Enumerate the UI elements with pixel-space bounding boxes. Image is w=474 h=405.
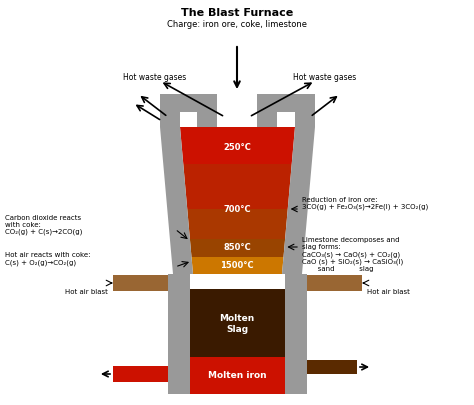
Polygon shape <box>282 128 315 274</box>
Polygon shape <box>187 209 288 239</box>
Polygon shape <box>183 164 292 209</box>
Bar <box>197 113 217 128</box>
Text: 1500°C: 1500°C <box>220 260 254 269</box>
Bar <box>307 360 357 374</box>
Bar <box>285 274 307 289</box>
Bar <box>257 113 277 128</box>
Bar <box>257 95 315 113</box>
Bar <box>113 366 168 382</box>
Polygon shape <box>191 257 283 274</box>
Polygon shape <box>160 128 193 274</box>
Text: 250°C: 250°C <box>223 143 251 152</box>
Bar <box>160 113 180 128</box>
Bar <box>190 289 285 394</box>
Bar <box>168 289 307 394</box>
Polygon shape <box>180 128 295 164</box>
Bar <box>307 275 362 291</box>
Bar <box>160 95 217 113</box>
Text: Hot air reacts with coke:
C(s) + O₂(g)→CO₂(g): Hot air reacts with coke: C(s) + O₂(g)→C… <box>5 252 91 265</box>
Bar <box>113 275 168 291</box>
Bar <box>168 274 190 289</box>
Text: 850°C: 850°C <box>223 243 251 252</box>
Text: Carbon dioxide reacts
with coke:
CO₂(g) + C(s)→2CO(g): Carbon dioxide reacts with coke: CO₂(g) … <box>5 215 82 235</box>
Text: 700°C: 700°C <box>223 205 251 214</box>
Bar <box>295 113 315 128</box>
Bar <box>160 95 185 113</box>
Text: Molten
Slag: Molten Slag <box>219 313 255 333</box>
Text: Hot air blast: Hot air blast <box>65 288 108 294</box>
Text: The Blast Furnace: The Blast Furnace <box>181 8 293 18</box>
Text: Hot waste gases: Hot waste gases <box>123 73 187 82</box>
Text: Hot air blast: Hot air blast <box>367 288 410 294</box>
Polygon shape <box>190 239 285 257</box>
Text: Hot waste gases: Hot waste gases <box>293 73 356 82</box>
Text: Limestone decomposes and
slag forms:
CaCO₃(s) → CaO(s) + CO₂(g)
CaO (s) + SiO₂(s: Limestone decomposes and slag forms: CaC… <box>302 237 403 271</box>
Text: Molten iron: Molten iron <box>208 371 266 379</box>
Text: Charge: iron ore, coke, limestone: Charge: iron ore, coke, limestone <box>167 20 307 29</box>
Bar <box>290 95 315 113</box>
Bar <box>190 357 285 394</box>
Bar <box>190 289 285 357</box>
Text: Reduction of iron ore:
3CO(g) + Fe₂O₃(s)→2Fe(l) + 3CO₂(g): Reduction of iron ore: 3CO(g) + Fe₂O₃(s)… <box>302 196 428 210</box>
